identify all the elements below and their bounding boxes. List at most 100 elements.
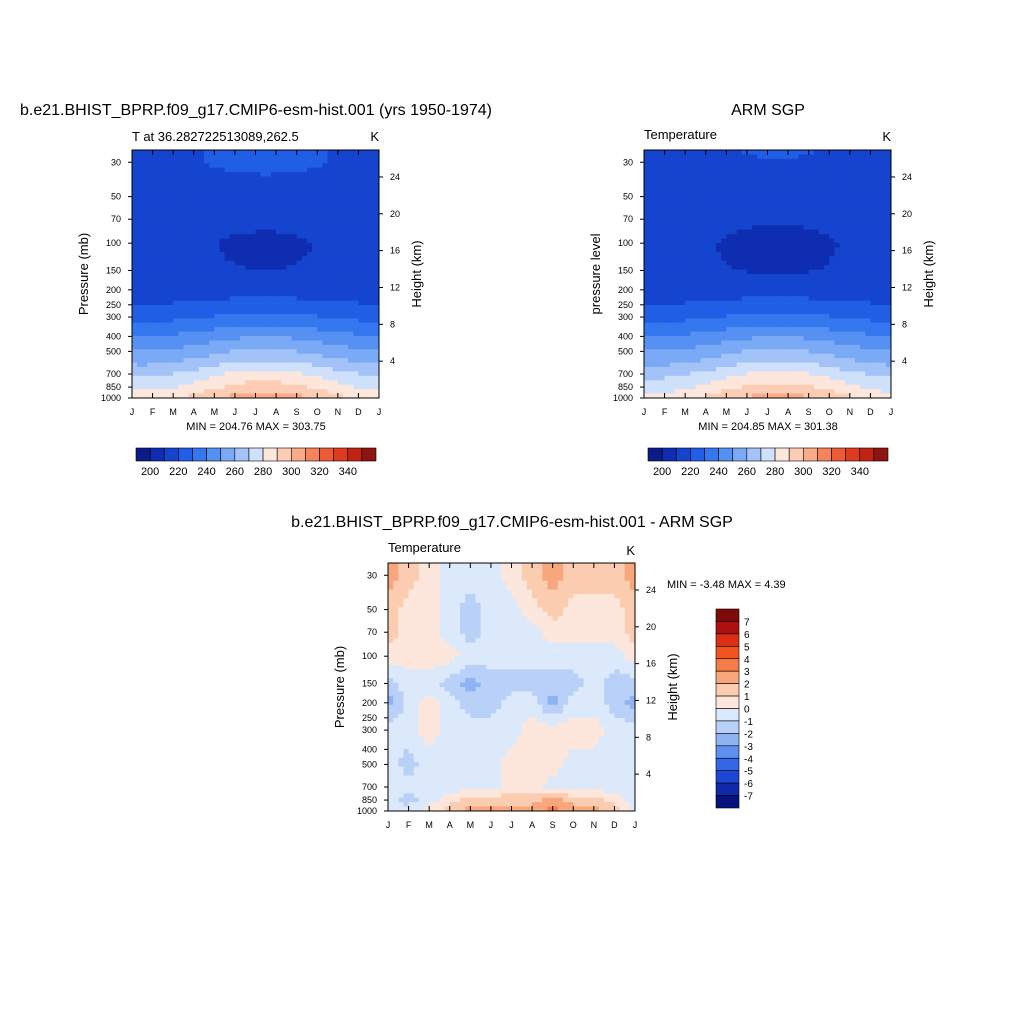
- contour-cell: [829, 282, 835, 288]
- contour-cell: [168, 331, 174, 337]
- contour-cell: [757, 203, 763, 209]
- contour-cell: [803, 265, 810, 271]
- contour-cell: [818, 282, 825, 288]
- contour-cell: [198, 234, 205, 240]
- contour-cell: [327, 313, 334, 319]
- contour-cell: [674, 349, 681, 355]
- y2label-model: Height (km): [409, 240, 424, 307]
- contour-cell: [824, 238, 830, 244]
- contour-cell: [265, 318, 272, 324]
- contour-cell: [157, 189, 164, 195]
- contour-cell: [291, 185, 298, 191]
- contour-cell: [854, 243, 861, 249]
- contour-cell: [301, 296, 308, 302]
- contour-cell: [803, 243, 810, 249]
- contour-cell: [147, 291, 154, 297]
- contour-cell: [788, 318, 794, 324]
- contour-cell: [281, 172, 287, 178]
- contour-cell: [865, 287, 872, 293]
- contour-cell: [870, 300, 877, 306]
- contour-cell: [363, 163, 370, 169]
- contour-cell: [644, 167, 650, 173]
- contour-cell: [198, 371, 205, 377]
- contour-cell: [312, 167, 318, 173]
- contour-cell: [286, 367, 293, 373]
- contour-cell: [240, 150, 246, 156]
- contour-cell: [301, 278, 308, 284]
- contour-cell: [168, 362, 174, 368]
- contour-cell: [885, 305, 891, 311]
- contour-cell: [803, 220, 810, 226]
- contour-cell: [824, 287, 830, 293]
- contour-cell: [342, 344, 349, 350]
- contour-cell: [332, 256, 339, 262]
- contour-cell: [860, 189, 866, 195]
- contour-cell: [322, 265, 329, 271]
- contour-cell: [854, 251, 861, 257]
- contour-cell: [788, 296, 794, 302]
- contour-cell: [188, 256, 195, 262]
- contour-cell: [649, 331, 655, 337]
- contour-cell: [245, 358, 251, 364]
- contour-cell: [245, 340, 251, 346]
- contour-cell: [818, 344, 825, 350]
- contour-cell: [813, 185, 820, 191]
- contour-cell: [162, 367, 169, 373]
- contour-cell: [716, 260, 722, 266]
- contour-cell: [240, 225, 246, 231]
- contour-cell: [798, 318, 805, 324]
- contour-cell: [746, 344, 753, 350]
- contour-cell: [793, 212, 799, 218]
- contour-cell: [865, 181, 872, 187]
- contour-cell: [342, 380, 349, 386]
- contour-cell: [327, 367, 334, 373]
- contour-cell: [762, 251, 769, 257]
- contour-cell: [291, 380, 298, 386]
- contour-cell: [880, 327, 887, 333]
- contour-cell: [674, 309, 681, 315]
- contour-cell: [808, 260, 815, 266]
- contour-cell: [829, 176, 835, 182]
- contour-cell: [183, 340, 190, 346]
- contour-cell: [306, 154, 313, 160]
- contour-cell: [322, 371, 329, 377]
- contour-cell: [353, 296, 360, 302]
- contour-cell: [854, 158, 861, 164]
- contour-cell: [798, 327, 805, 333]
- contour-cell: [710, 150, 717, 156]
- contour-cell: [767, 176, 774, 182]
- contour-cell: [234, 344, 241, 350]
- contour-cell: [788, 176, 794, 182]
- contour-cell: [240, 327, 246, 333]
- contour-cell: [373, 296, 379, 302]
- contour-cell: [209, 349, 215, 355]
- contour-cell: [808, 274, 815, 280]
- contour-cell: [337, 194, 344, 200]
- contour-cell: [880, 163, 887, 169]
- contour-cell: [147, 216, 154, 222]
- contour-cell: [860, 181, 866, 187]
- contour-cell: [870, 243, 877, 249]
- contour-cell: [829, 203, 835, 209]
- contour-cell: [680, 154, 686, 160]
- contour-cell: [245, 349, 251, 355]
- contour-cell: [746, 150, 753, 156]
- contour-cell: [142, 313, 149, 319]
- contour-cell: [234, 181, 241, 187]
- contour-cell: [204, 256, 210, 262]
- contour-cell: [306, 198, 313, 204]
- contour-cell: [885, 327, 891, 333]
- contour-cell: [695, 260, 702, 266]
- contour-cell: [829, 181, 835, 187]
- contour-cell: [260, 216, 267, 222]
- contour-cell: [234, 274, 241, 280]
- contour-cell: [798, 207, 805, 213]
- contour-cell: [772, 296, 779, 302]
- contour-cell: [353, 207, 360, 213]
- contour-cell: [332, 349, 339, 355]
- contour-cell: [803, 331, 810, 337]
- contour-cell: [870, 150, 877, 156]
- contour-cell: [741, 340, 748, 346]
- contour-cell: [808, 265, 815, 271]
- contour-cell: [281, 300, 287, 306]
